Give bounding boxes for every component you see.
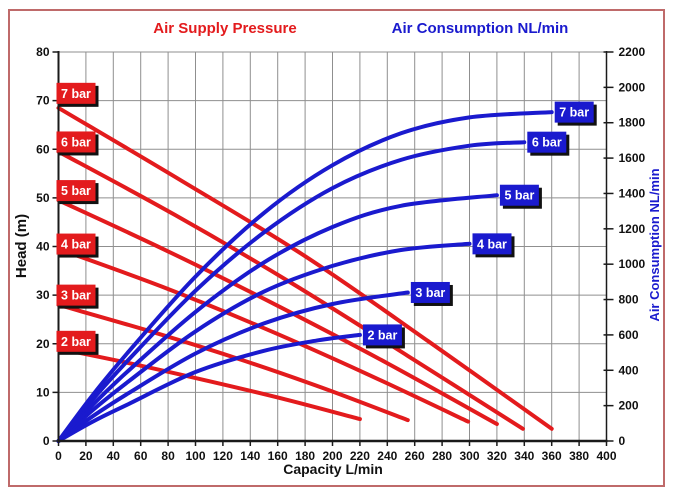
left-tick-label: 70: [36, 94, 50, 108]
head-curve-4-bar: [56, 246, 471, 424]
air-curve-6-bar: [56, 140, 527, 443]
air-label-3-bar-text: 3 bar: [415, 286, 445, 300]
air-curve-5-bar: [56, 193, 499, 443]
bottom-tick-label: 400: [596, 449, 616, 463]
head-label-4-bar-box: [56, 233, 96, 255]
air-label-6-bar-text: 6 bar: [532, 136, 562, 150]
air-curve-2-bar: [56, 332, 362, 443]
head-curve-6-bar: [56, 149, 525, 431]
air-label-7-bar-text: 7 bar: [559, 106, 589, 120]
head-label-6-bar-box: [56, 131, 96, 153]
right-tick-label: 1200: [619, 222, 646, 236]
right-tick-label: 400: [619, 363, 639, 377]
air-curve-4-bar: [56, 241, 472, 443]
left-tick-label: 10: [36, 385, 50, 399]
bottom-tick-label: 40: [107, 449, 121, 463]
left-tick-label: 60: [36, 142, 50, 156]
left-tick-label: 80: [36, 45, 50, 59]
bottom-tick-label: 240: [377, 449, 397, 463]
bottom-tick-label: 0: [55, 449, 62, 463]
left-tick-label: 20: [36, 337, 50, 351]
air-label-2-bar-text: 2 bar: [367, 328, 397, 342]
head-label-7-bar-text: 7 bar: [61, 87, 91, 101]
right-tick-label: 200: [619, 399, 639, 413]
bottom-tick-label: 260: [405, 449, 425, 463]
bottom-tick-label: 20: [79, 449, 93, 463]
head-label-2-bar-box: [56, 330, 96, 352]
air-label-2-bar-box: [362, 324, 402, 346]
head-label-5-bar-box: [56, 180, 96, 202]
bottom-tick-label: 160: [268, 449, 288, 463]
air-label-7-bar-box: [554, 101, 594, 123]
air-label-6-bar-box: [527, 131, 567, 153]
bottom-tick-label: 380: [569, 449, 589, 463]
x-axis-label: Capacity L/min: [283, 461, 383, 477]
head-curve-7-bar: [56, 105, 554, 431]
right-tick-label: 600: [619, 328, 639, 342]
head-curve-5-bar: [56, 198, 499, 426]
left-tick-label: 40: [36, 240, 50, 254]
bottom-tick-label: 60: [134, 449, 148, 463]
air-label-3-bar-box: [410, 281, 450, 303]
bottom-tick-label: 320: [487, 449, 507, 463]
bottom-tick-label: 280: [432, 449, 452, 463]
head-label-2-bar-text: 2 bar: [61, 335, 91, 349]
head-label-3-bar-text: 3 bar: [61, 289, 91, 303]
bottom-tick-label: 120: [213, 449, 233, 463]
left-tick-label: 30: [36, 288, 50, 302]
right-tick-label: 0: [619, 434, 626, 448]
right-tick-label: 800: [619, 293, 639, 307]
bottom-tick-label: 340: [514, 449, 534, 463]
bottom-tick-label: 300: [459, 449, 479, 463]
bottom-tick-label: 140: [240, 449, 260, 463]
right-tick-label: 1000: [619, 257, 646, 271]
right-tick-label: 1800: [619, 116, 646, 130]
head-label-5-bar-text: 5 bar: [61, 184, 91, 198]
bottom-tick-label: 200: [322, 449, 342, 463]
air-label-5-bar-text: 5 bar: [504, 189, 534, 203]
bottom-tick-label: 100: [185, 449, 205, 463]
right-tick-label: 1600: [619, 151, 646, 165]
head-label-7-bar-box: [56, 82, 96, 104]
air-consumption-title: Air Consumption NL/min: [391, 20, 569, 37]
air-label-5-bar-box: [499, 184, 539, 206]
bottom-tick-label: 180: [295, 449, 315, 463]
left-tick-label: 0: [43, 434, 50, 448]
head-label-6-bar-text: 6 bar: [61, 135, 91, 149]
air-curve-7-bar: [56, 110, 554, 443]
bottom-tick-label: 80: [161, 449, 175, 463]
air-supply-pressure-title: Air Supply Pressure: [153, 20, 297, 37]
air-curve-3-bar: [56, 290, 410, 443]
head-curve-2-bar: [56, 346, 362, 422]
left-tick-label: 50: [36, 191, 50, 205]
head-label-4-bar-text: 4 bar: [61, 238, 91, 252]
air-label-4-bar-box: [472, 233, 512, 255]
right-tick-label: 2200: [619, 45, 646, 59]
bottom-tick-label: 220: [350, 449, 370, 463]
bottom-tick-label: 360: [542, 449, 562, 463]
right-tick-label: 1400: [619, 186, 646, 200]
head-label-3-bar-box: [56, 284, 96, 306]
right-tick-label: 2000: [619, 80, 646, 94]
air-label-4-bar-text: 4 bar: [477, 237, 507, 251]
